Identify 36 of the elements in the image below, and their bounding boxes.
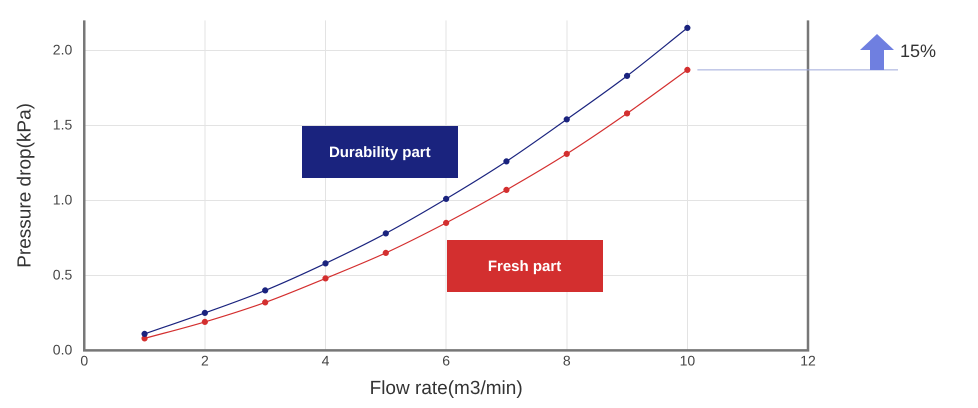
point bbox=[322, 275, 329, 282]
x-tick-label: 10 bbox=[680, 352, 696, 369]
x-tick-label: 4 bbox=[322, 352, 330, 369]
point bbox=[684, 66, 690, 73]
point bbox=[322, 260, 329, 266]
y-tick-label: 1.5 bbox=[52, 116, 72, 132]
point bbox=[382, 250, 389, 256]
point bbox=[503, 186, 510, 193]
name-tag: Fresh part bbox=[446, 240, 603, 292]
point bbox=[624, 110, 630, 116]
y-tick-label: 2.0 bbox=[52, 41, 72, 58]
point bbox=[262, 287, 268, 294]
point bbox=[624, 72, 630, 79]
x-axis-title: Flow rate(m3/min) bbox=[370, 378, 523, 399]
x-tick-label: 8 bbox=[562, 352, 571, 369]
point bbox=[443, 196, 450, 202]
point bbox=[503, 158, 510, 164]
point bbox=[141, 330, 148, 337]
y-tick-label: 1.0 bbox=[52, 191, 72, 208]
point bbox=[202, 310, 208, 316]
text: 15% bbox=[900, 40, 936, 61]
point bbox=[382, 230, 389, 236]
x-tick-label: 2 bbox=[200, 352, 209, 369]
x-tick-label: 6 bbox=[442, 352, 450, 369]
y-tick-label: 0.0 bbox=[52, 341, 72, 358]
point bbox=[262, 299, 268, 306]
y-tick-label: 0.5 bbox=[52, 266, 72, 282]
y-axis-title: Pressure drop(kPa) bbox=[14, 103, 36, 268]
point bbox=[684, 24, 690, 31]
x-tick-label: 12 bbox=[800, 352, 816, 369]
name-tag: Durability part bbox=[302, 126, 458, 178]
point bbox=[564, 116, 570, 122]
point bbox=[564, 150, 570, 157]
point bbox=[443, 220, 450, 226]
point bbox=[202, 318, 208, 325]
x-tick-label: 0 bbox=[80, 352, 88, 369]
